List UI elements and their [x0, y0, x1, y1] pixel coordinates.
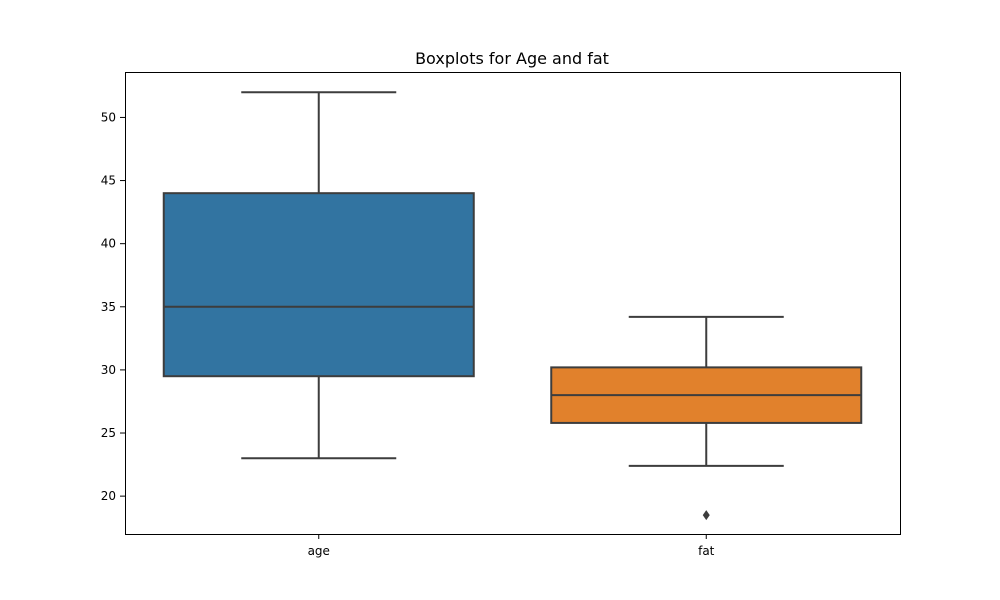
chart-title: Boxplots for Age and fat — [415, 49, 609, 68]
box-iqr — [162, 192, 475, 378]
box-group-age — [162, 91, 475, 460]
y-tick-label: 35 — [101, 300, 116, 314]
x-tick-label: fat — [698, 544, 715, 558]
y-tick-label: 45 — [101, 174, 116, 188]
outlier-point — [702, 510, 710, 521]
plot-frame — [125, 72, 901, 535]
x-tick-label: age — [308, 544, 330, 558]
y-tick-label: 30 — [101, 363, 116, 377]
axes: age fat 20 25 30 35 40 45 50 — [101, 110, 715, 558]
y-tick-label: 50 — [101, 110, 116, 124]
box-group-fat — [550, 315, 863, 521]
y-tick-label: 20 — [101, 489, 116, 503]
y-tick-label: 25 — [101, 426, 116, 440]
plot-area — [162, 91, 863, 521]
y-tick-label: 40 — [101, 237, 116, 251]
